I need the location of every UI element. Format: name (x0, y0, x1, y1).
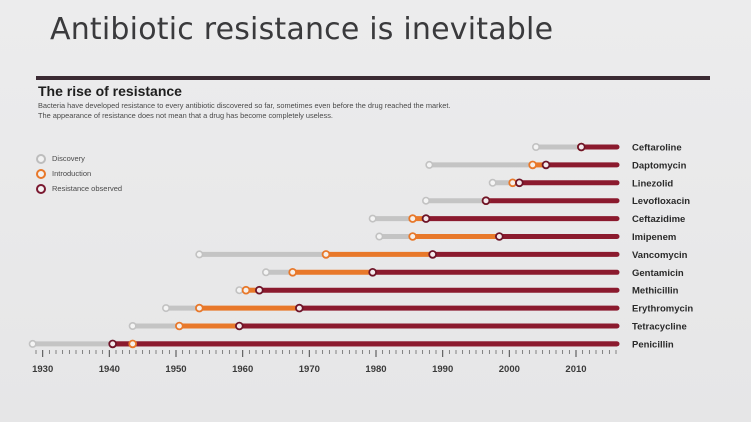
marker-discovery-ceftaroline (531, 143, 540, 152)
figure-subtitle-line-2: The appearance of resistance does not me… (38, 111, 333, 120)
legend-item-resistance: Resistance observed (36, 181, 122, 196)
legend-item-discovery: Discovery (36, 151, 122, 166)
axis-tick-label-1930: 1930 (32, 364, 53, 375)
marker-resistance-methicillin (255, 285, 264, 295)
axis-tick-label-1940: 1940 (99, 364, 120, 375)
marker-discovery-tetracycline (128, 321, 137, 330)
marker-resistance-ceftazidime (421, 214, 431, 223)
axis-tick-label-1970: 1970 (299, 364, 320, 375)
drug-label-erythromycin: Erythromycin (632, 304, 693, 315)
figure-subtitle-line-1: Bacteria have developed resistance to ev… (38, 101, 451, 110)
marker-resistance-linezolid (515, 178, 524, 188)
marker-introduction-erythromycin (195, 303, 204, 313)
marker-introduction-ceftazidime (408, 214, 417, 223)
marker-introduction-methicillin (241, 285, 251, 295)
marker-resistance-erythromycin (295, 303, 304, 313)
drug-label-gentamicin: Gentamicin (632, 268, 684, 279)
title-rule (36, 76, 710, 80)
legend: Discovery Introduction Resistance observ… (36, 151, 122, 196)
marker-introduction-penicillin (128, 339, 137, 349)
axis-tick-label-2010: 2010 (565, 364, 586, 375)
drug-label-ceftaroline: Ceftaroline (632, 143, 682, 154)
marker-resistance-daptomycin (541, 160, 551, 170)
figure-title: The rise of resistance (38, 83, 182, 99)
drug-label-ceftazidime: Ceftazidime (632, 214, 685, 225)
axis-tick-label-2000: 2000 (499, 364, 520, 375)
axis-tick-label-1980: 1980 (365, 364, 386, 375)
legend-item-introduction: Introduction (36, 166, 122, 181)
marker-discovery-methicillin (235, 286, 244, 295)
drug-label-linezolid: Linezolid (632, 178, 673, 189)
legend-label-resistance: Resistance observed (52, 184, 123, 193)
drug-label-imipenem: Imipenem (632, 232, 676, 243)
axis-tick-label-1990: 1990 (432, 364, 453, 375)
legend-label-discovery: Discovery (52, 154, 85, 163)
marker-introduction-gentamicin (288, 267, 297, 277)
legend-label-introduction: Introduction (52, 169, 92, 178)
axis-tick-label-1960: 1960 (232, 364, 253, 375)
marker-introduction-vancomycin (321, 250, 331, 259)
marker-discovery-erythromycin (162, 304, 171, 313)
marker-discovery-vancomycin (195, 250, 204, 259)
drug-label-vancomycin: Vancomycin (632, 250, 688, 261)
marker-resistance-ceftaroline (577, 142, 586, 152)
drug-label-methicillin: Methicillin (632, 286, 679, 297)
marker-discovery-gentamicin (261, 268, 270, 277)
drug-label-levofloxacin: Levofloxacin (632, 196, 690, 207)
marker-discovery-imipenem (375, 232, 384, 241)
marker-introduction-tetracycline (175, 321, 184, 331)
marker-resistance-vancomycin (428, 250, 437, 259)
marker-resistance-levofloxacin (481, 196, 491, 206)
legend-swatch-introduction (36, 168, 46, 179)
axis-tick-label-1950: 1950 (165, 364, 186, 375)
marker-resistance-imipenem (495, 232, 504, 241)
slide-title: Antibiotic resistance is inevitable (50, 12, 554, 47)
drug-label-daptomycin: Daptomycin (632, 160, 687, 171)
marker-resistance-tetracycline (235, 321, 244, 331)
marker-discovery-ceftazidime (368, 214, 377, 223)
marker-introduction-daptomycin (528, 160, 537, 170)
marker-resistance-gentamicin (368, 267, 377, 277)
marker-discovery-linezolid (488, 178, 497, 187)
drug-label-penicillin: Penicillin (632, 339, 674, 350)
legend-swatch-discovery (36, 153, 46, 164)
drug-label-tetracycline: Tetracycline (632, 322, 687, 333)
marker-discovery-penicillin (28, 339, 37, 348)
marker-resistance-penicillin (108, 339, 117, 349)
legend-swatch-resistance (36, 183, 46, 194)
marker-discovery-daptomycin (425, 160, 434, 169)
marker-introduction-imipenem (408, 232, 417, 241)
marker-discovery-levofloxacin (421, 196, 430, 205)
